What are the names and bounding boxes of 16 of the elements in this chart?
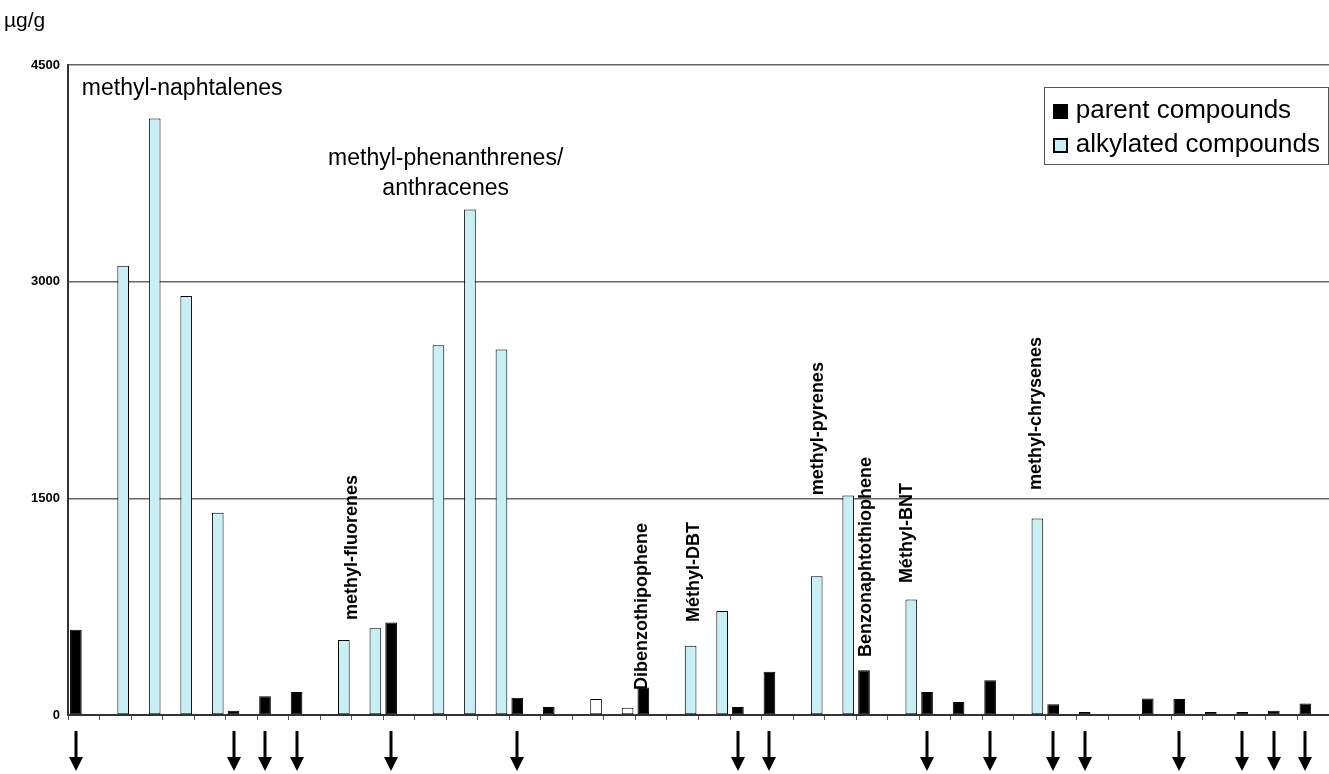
annotation: methyl-phenanthrenes/ anthracenes xyxy=(328,144,564,201)
y-axis-title: µg/g xyxy=(4,8,46,32)
annotation: methyl-pyrenes xyxy=(807,362,828,496)
legend-label: alkylated compounds xyxy=(1075,128,1320,158)
annotation: methyl-fluorenes xyxy=(340,475,361,621)
annotation: Méthyl-BNT xyxy=(895,483,916,584)
annotation: Benzonaphtothiophene xyxy=(854,457,875,658)
y-tick-label: 4500 xyxy=(31,56,60,72)
annotation: methyl-chrysenes xyxy=(1024,337,1045,491)
y-tick-label: 0 xyxy=(52,706,60,722)
annotation: Dibenzothipophene xyxy=(630,523,651,691)
annotation: methyl-naphtalenes xyxy=(81,74,283,101)
legend-label: parent compounds xyxy=(1075,94,1292,124)
y-tick-label: 3000 xyxy=(31,273,60,289)
y-tick-label: 1500 xyxy=(31,489,60,505)
annotation: Méthyl-DBT xyxy=(683,521,704,622)
